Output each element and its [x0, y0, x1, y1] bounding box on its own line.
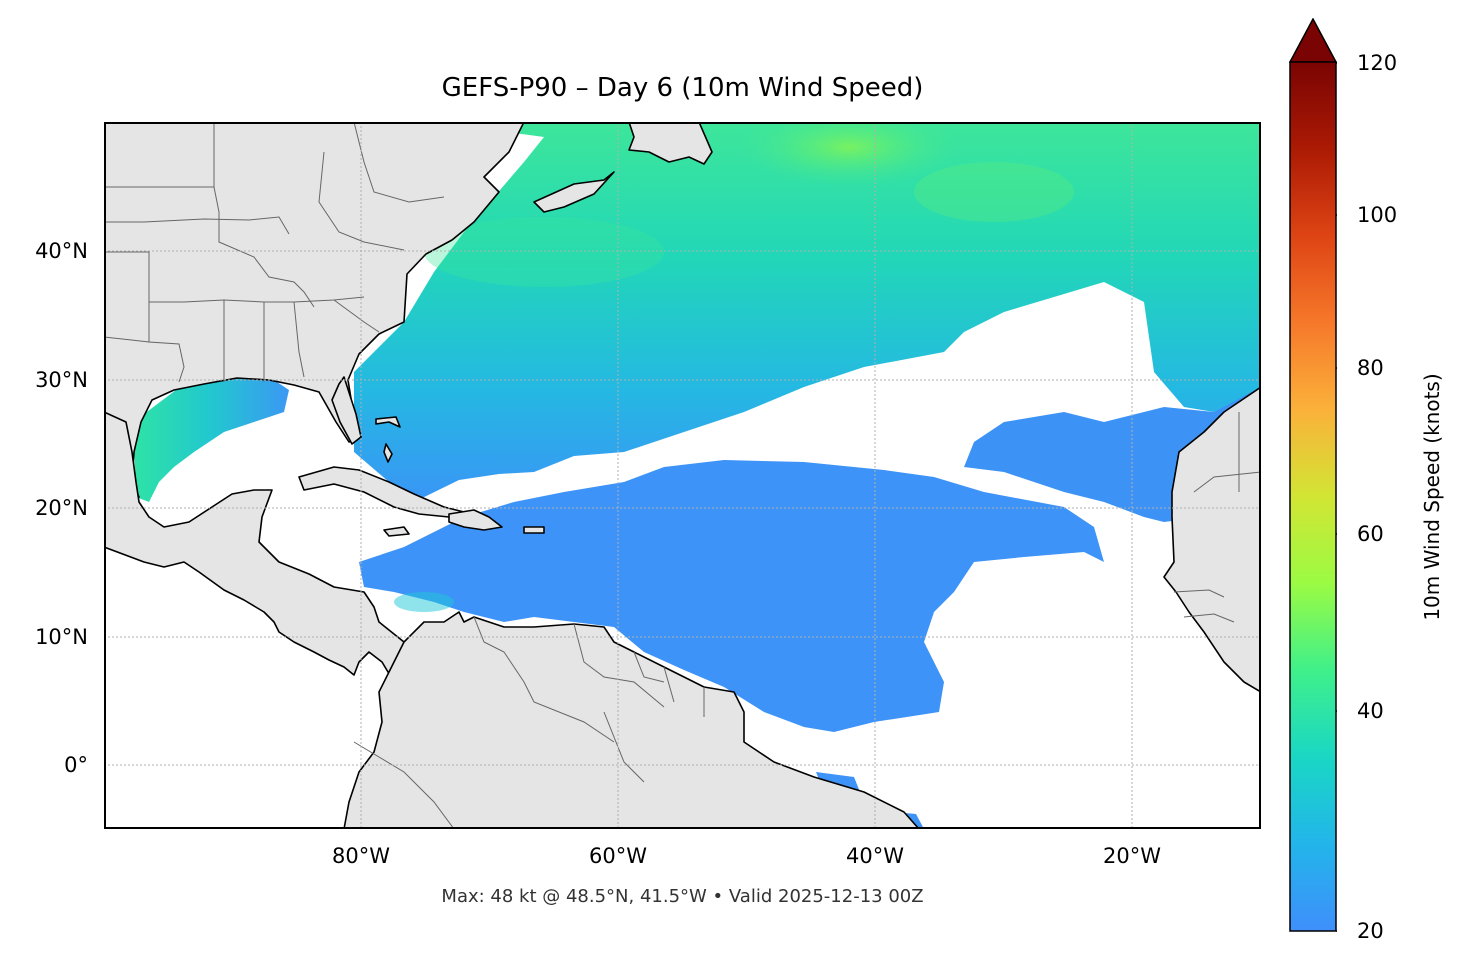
wind-field-north-atlantic	[354, 122, 1261, 502]
x-tick-label: 80°W	[332, 844, 390, 868]
chart-title: GEFS-P90 – Day 6 (10m Wind Speed)	[441, 73, 924, 103]
y-tick-label: 0°	[64, 753, 88, 777]
state-borders	[104, 122, 1261, 829]
map-frame-border	[104, 122, 1261, 829]
colorbar-tick-label: 40	[1357, 699, 1384, 723]
colorbar-tick-label: 60	[1357, 522, 1384, 546]
y-tick-label: 20°N	[35, 496, 88, 520]
colorbar-label: 10m Wind Speed (knots)	[1420, 373, 1444, 621]
y-tick-label: 30°N	[35, 368, 88, 392]
y-tick-label: 40°N	[35, 239, 88, 263]
x-tick-label: 40°W	[846, 844, 904, 868]
y-tick-label: 10°N	[35, 625, 88, 649]
colorbar-tick-label: 80	[1357, 356, 1384, 380]
colorbar-extend-max-arrow	[1288, 17, 1338, 63]
land-layer	[104, 122, 1261, 829]
x-tick-label: 20°W	[1103, 844, 1161, 868]
max-wind-caption: Max: 48 kt @ 48.5°N, 41.5°W • Valid 2025…	[441, 886, 924, 907]
colorbar	[1288, 17, 1343, 932]
colorbar-tick-label: 120	[1357, 51, 1398, 75]
x-tick-label: 60°W	[589, 844, 647, 868]
colorbar-tick-label: 100	[1357, 203, 1398, 227]
colorbar-tick-label: 20	[1357, 919, 1384, 943]
gridlines	[104, 122, 1261, 829]
map-plot-area[interactable]	[104, 122, 1261, 829]
